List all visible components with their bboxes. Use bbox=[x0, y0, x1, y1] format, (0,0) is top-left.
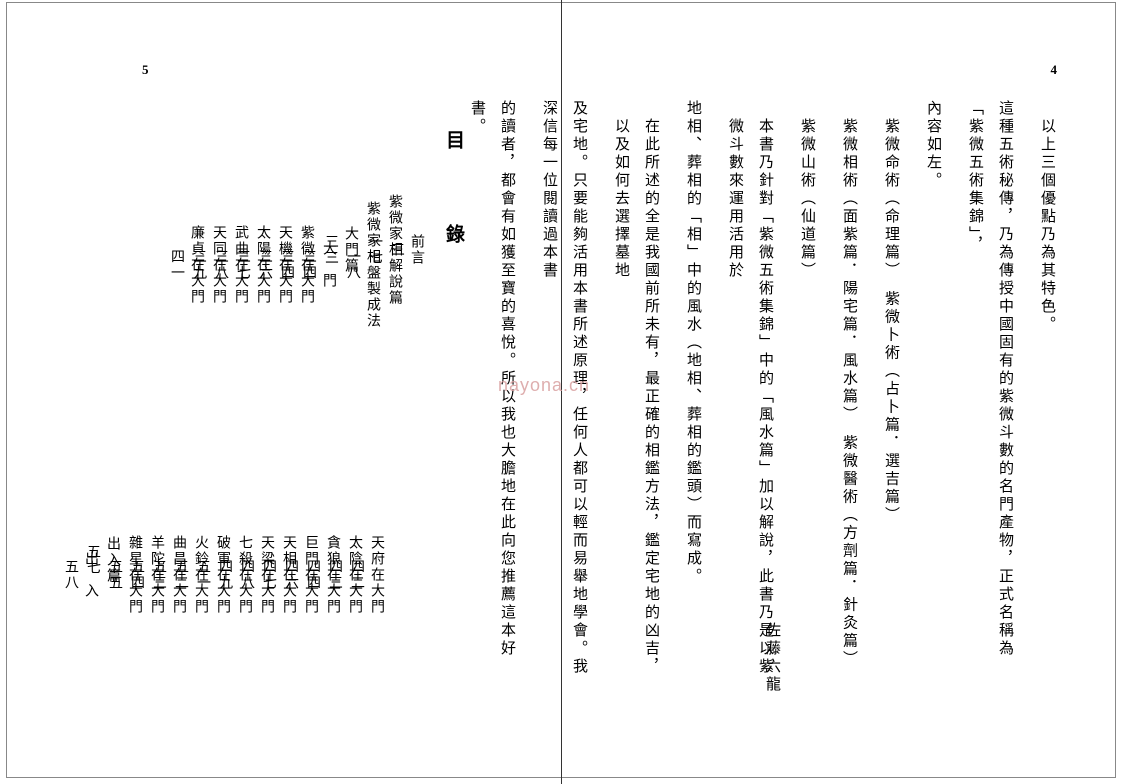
toc-entry: 前言︰︰︰︰︰︰︰︰︰︰︰︰︰︰︰︰︰︰︰︰︰︰︰︰︰︰︰︰︰︰三 bbox=[404, 100, 426, 400]
toc-title: 目 錄 bbox=[440, 130, 467, 271]
toc-page: 四七 bbox=[258, 559, 278, 591]
text-line: 地相、葬相的「相」中的風水（地相、葬相的鑑頭）而寫成。 bbox=[678, 100, 708, 680]
text-line: 內容如左。 bbox=[918, 100, 948, 680]
toc-page: 一七 bbox=[364, 234, 384, 266]
toc-page: 三七 bbox=[232, 249, 252, 281]
toc-page: 四八 bbox=[236, 559, 256, 591]
toc-page: 四九 bbox=[214, 559, 234, 591]
toc-page: 五七 bbox=[82, 544, 102, 576]
text-line: 本書乃針對「紫微五術集錦」中的「風水篇」加以解說，此書乃是以紫微斗數來運用活用於 bbox=[720, 100, 780, 680]
toc-page: 五四 bbox=[126, 559, 146, 591]
page-number-4: 4 bbox=[1051, 62, 1058, 78]
toc-page: 五一 bbox=[192, 559, 212, 591]
toc-page: 五八 bbox=[60, 559, 80, 591]
toc-page: 五三 bbox=[148, 559, 168, 591]
author-name: 佐藤六龍 bbox=[762, 622, 783, 694]
page-number-5: 5 bbox=[142, 62, 149, 78]
toc-page: 三 bbox=[386, 242, 406, 258]
toc-entry: 天府在大門︰︰︰︰︰︰︰︰︰︰︰︰︰︰︰︰︰︰︰︰︰︰︰︰︰︰︰︰︰︰四二 bbox=[364, 430, 386, 690]
toc-page: 三九 bbox=[188, 249, 208, 281]
toc-column-1: 前言︰︰︰︰︰︰︰︰︰︰︰︰︰︰︰︰︰︰︰︰︰︰︰︰︰︰︰︰︰︰三紫微家相解說篇… bbox=[184, 100, 426, 400]
toc-page: 五五 bbox=[104, 559, 124, 591]
toc-page: 四六 bbox=[280, 559, 300, 591]
toc-page: 三八 bbox=[210, 249, 230, 281]
page-5: 5 目 錄 前言︰︰︰︰︰︰︰︰︰︰︰︰︰︰︰︰︰︰︰︰︰︰︰︰︰︰︰︰︰︰三紫… bbox=[0, 0, 561, 784]
toc-page: 三四 bbox=[298, 249, 318, 281]
toc-page: 四三 bbox=[324, 559, 344, 591]
toc-page: 四一 bbox=[166, 249, 186, 281]
text-line: 紫微相術（面紫篇．陽宅篇．風水篇） 紫微醫術（方劑篇．針灸篇） bbox=[834, 100, 864, 680]
toc-page: 三六 bbox=[254, 249, 274, 281]
text-line: 在此所述的全是我國前所未有，最正確的相鑑方法，鑑定宅地的凶吉，以及如何去選擇墓地 bbox=[606, 100, 666, 680]
text-line: 這種五術秘傳，乃為傳授中國固有的紫微斗數的名門產物，正式名稱為「紫微五術集錦」， bbox=[960, 100, 1020, 680]
toc-page: 四四 bbox=[302, 559, 322, 591]
toc-label: 天府在大門 bbox=[366, 535, 386, 615]
toc-page: 三三 bbox=[320, 234, 340, 266]
watermark: nayona.cn bbox=[498, 375, 590, 396]
page-4: 4 以上三個優點乃為其特色。這種五術秘傳，乃為傳授中國固有的紫微斗數的名門產物，… bbox=[561, 0, 1122, 784]
text-line: 以上三個優點乃為其特色。 bbox=[1032, 100, 1062, 680]
text-line: 紫微命術（命理篇） 紫微卜術（占卜篇．選吉篇） bbox=[876, 100, 906, 680]
toc-label: 前言 bbox=[406, 234, 426, 266]
toc-page: 一八 bbox=[342, 249, 362, 281]
toc-page: 四二 bbox=[346, 559, 366, 591]
toc-page: 五二 bbox=[170, 559, 190, 591]
text-line: 紫微山術（仙道篇） bbox=[792, 100, 822, 680]
toc-column-2: 天府在大門︰︰︰︰︰︰︰︰︰︰︰︰︰︰︰︰︰︰︰︰︰︰︰︰︰︰︰︰︰︰四二太陰在… bbox=[78, 430, 386, 730]
toc-page: 三四 bbox=[276, 249, 296, 281]
